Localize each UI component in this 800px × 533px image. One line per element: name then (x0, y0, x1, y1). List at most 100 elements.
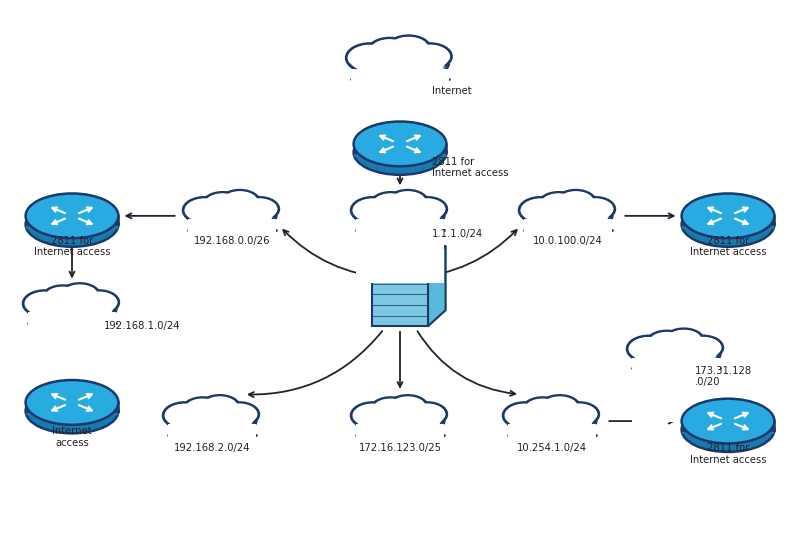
Ellipse shape (540, 395, 579, 419)
Bar (508, 424, 596, 488)
Ellipse shape (523, 398, 562, 421)
Ellipse shape (683, 336, 723, 359)
Text: 10.254.1.0/24: 10.254.1.0/24 (517, 443, 587, 454)
Ellipse shape (368, 38, 411, 64)
Ellipse shape (629, 337, 669, 361)
FancyBboxPatch shape (372, 262, 428, 326)
Text: 173.31.128
.0/20: 173.31.128 .0/20 (694, 366, 751, 387)
Ellipse shape (407, 197, 446, 221)
Ellipse shape (682, 193, 774, 238)
Bar (632, 358, 720, 422)
Ellipse shape (373, 399, 409, 420)
Ellipse shape (348, 45, 392, 71)
Ellipse shape (542, 397, 578, 418)
Ellipse shape (390, 191, 426, 213)
Text: 2811 for
Internet access: 2811 for Internet access (690, 236, 766, 257)
Ellipse shape (558, 191, 594, 213)
FancyBboxPatch shape (354, 144, 446, 157)
Ellipse shape (354, 130, 446, 175)
Ellipse shape (26, 202, 118, 247)
Bar (188, 219, 276, 283)
Ellipse shape (168, 407, 256, 435)
Ellipse shape (632, 341, 720, 368)
Text: 2811 for
Internet access: 2811 for Internet access (34, 236, 110, 257)
Ellipse shape (388, 190, 427, 214)
Ellipse shape (409, 403, 446, 425)
Ellipse shape (203, 192, 242, 216)
Ellipse shape (409, 198, 446, 220)
Ellipse shape (370, 39, 410, 63)
Text: Internet: Internet (432, 86, 472, 96)
Ellipse shape (666, 330, 702, 351)
Text: 192.168.1.0/24: 192.168.1.0/24 (104, 321, 181, 331)
Ellipse shape (664, 329, 703, 352)
Ellipse shape (222, 191, 258, 213)
Ellipse shape (202, 397, 238, 418)
Ellipse shape (408, 44, 451, 69)
Text: 192.168.0.0/26: 192.168.0.0/26 (194, 236, 270, 246)
Ellipse shape (60, 284, 99, 307)
Ellipse shape (355, 50, 445, 78)
Ellipse shape (508, 407, 596, 435)
Polygon shape (428, 246, 446, 326)
Ellipse shape (26, 389, 118, 433)
Ellipse shape (354, 122, 446, 166)
Ellipse shape (23, 290, 67, 317)
Text: 172.16.123.0/25: 172.16.123.0/25 (358, 443, 442, 454)
Ellipse shape (191, 203, 273, 229)
Ellipse shape (351, 49, 449, 79)
Text: 2811 for
Internet access: 2811 for Internet access (690, 443, 766, 465)
Ellipse shape (359, 203, 441, 229)
Ellipse shape (577, 198, 614, 220)
Text: 192.168.2.0/24: 192.168.2.0/24 (174, 443, 250, 454)
Ellipse shape (527, 203, 609, 229)
Ellipse shape (635, 342, 717, 367)
Bar (168, 424, 256, 488)
Ellipse shape (353, 198, 393, 222)
Ellipse shape (511, 408, 593, 434)
Ellipse shape (627, 336, 670, 362)
Ellipse shape (183, 398, 222, 421)
Ellipse shape (185, 198, 225, 222)
Ellipse shape (188, 202, 276, 230)
Ellipse shape (407, 402, 446, 426)
Bar (356, 219, 444, 283)
Ellipse shape (171, 408, 253, 434)
Ellipse shape (356, 407, 444, 435)
Ellipse shape (519, 197, 562, 223)
Ellipse shape (239, 197, 278, 221)
Ellipse shape (353, 403, 393, 427)
Ellipse shape (682, 399, 774, 443)
Ellipse shape (389, 37, 429, 61)
Ellipse shape (185, 399, 221, 420)
Ellipse shape (521, 198, 561, 222)
Ellipse shape (26, 193, 118, 238)
Ellipse shape (387, 36, 430, 62)
Ellipse shape (371, 192, 410, 216)
Ellipse shape (390, 397, 426, 418)
Ellipse shape (31, 296, 113, 322)
Ellipse shape (241, 198, 278, 220)
Ellipse shape (410, 45, 450, 68)
Ellipse shape (356, 202, 444, 230)
Ellipse shape (525, 399, 561, 420)
Ellipse shape (219, 402, 259, 426)
Ellipse shape (682, 407, 774, 452)
Ellipse shape (371, 398, 410, 421)
Polygon shape (372, 246, 446, 262)
Ellipse shape (62, 285, 98, 306)
Ellipse shape (541, 193, 577, 215)
Text: 2811 for
Internet access: 2811 for Internet access (432, 157, 509, 179)
Text: Internet
access: Internet access (52, 426, 92, 448)
Ellipse shape (81, 292, 118, 313)
Text: 1.1.1.0/24: 1.1.1.0/24 (432, 229, 483, 239)
Ellipse shape (165, 403, 205, 427)
Ellipse shape (359, 408, 441, 434)
Ellipse shape (647, 331, 686, 354)
Ellipse shape (503, 402, 547, 429)
Ellipse shape (346, 44, 394, 72)
FancyBboxPatch shape (682, 216, 774, 229)
Ellipse shape (556, 190, 595, 214)
Ellipse shape (559, 402, 598, 426)
Ellipse shape (351, 197, 394, 223)
